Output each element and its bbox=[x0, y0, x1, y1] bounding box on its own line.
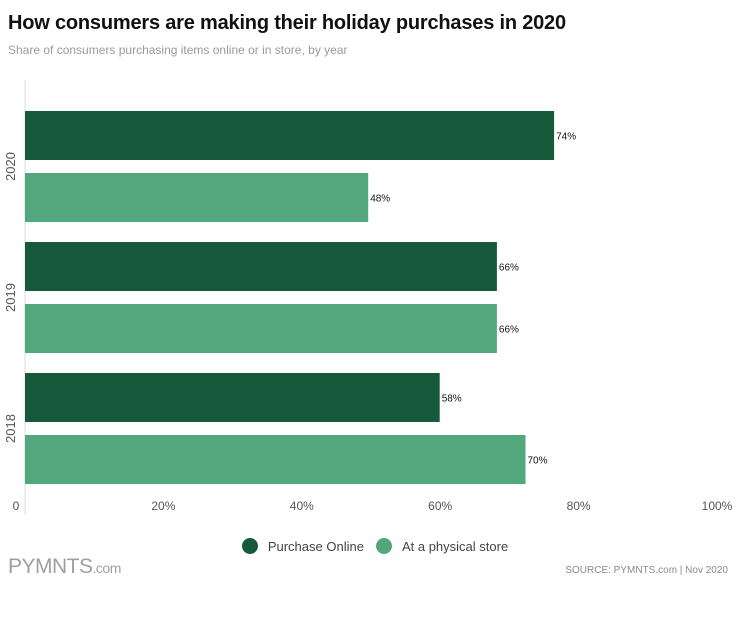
x-tick-label: 40% bbox=[290, 499, 314, 513]
bar-2019-store bbox=[25, 304, 497, 353]
source-note: SOURCE: PYMNTS.com | Nov 2020 bbox=[565, 565, 728, 576]
y-tick-label: 2020 bbox=[3, 152, 18, 181]
legend-dot-online-icon bbox=[241, 538, 258, 554]
pymnts-logo: PYMNTS.com bbox=[8, 555, 121, 578]
legend-label: At a physical store bbox=[401, 538, 509, 554]
legend-item-online[interactable]: Purchase Online bbox=[241, 538, 364, 554]
bar-2020-store bbox=[25, 173, 369, 222]
legend: Purchase Online At a physical store bbox=[0, 538, 750, 554]
bar-2019-online bbox=[25, 242, 497, 291]
bar-chart: 74% 48% 2020 66% 66% 2019 58% 70% 2018 0 20% 40% 60%… bbox=[3, 80, 733, 515]
data-label: 66% bbox=[499, 325, 519, 336]
x-tick-label: 100% bbox=[702, 499, 733, 513]
data-label: 66% bbox=[499, 263, 519, 274]
bar-2018-online bbox=[25, 373, 440, 422]
x-tick-label: 0 bbox=[13, 499, 20, 513]
data-label: 74% bbox=[556, 132, 576, 143]
bar-2020-online bbox=[25, 111, 555, 160]
y-tick-label: 2019 bbox=[3, 283, 18, 312]
bar-2018-store bbox=[25, 435, 526, 484]
data-label: 70% bbox=[528, 456, 548, 467]
chart-subtitle: Share of consumers purchasing items onli… bbox=[8, 43, 348, 57]
legend-item-store[interactable]: At a physical store bbox=[375, 538, 509, 554]
x-tick-label: 20% bbox=[151, 499, 175, 513]
chart-title: How consumers are making their holiday p… bbox=[8, 12, 566, 34]
legend-dot-store-icon bbox=[375, 538, 392, 554]
data-label: 58% bbox=[442, 394, 462, 405]
y-tick-label: 2018 bbox=[3, 414, 18, 443]
data-label: 48% bbox=[370, 194, 390, 205]
x-tick-label: 60% bbox=[428, 499, 452, 513]
x-tick-label: 80% bbox=[567, 499, 591, 513]
legend-label: Purchase Online bbox=[267, 538, 364, 554]
